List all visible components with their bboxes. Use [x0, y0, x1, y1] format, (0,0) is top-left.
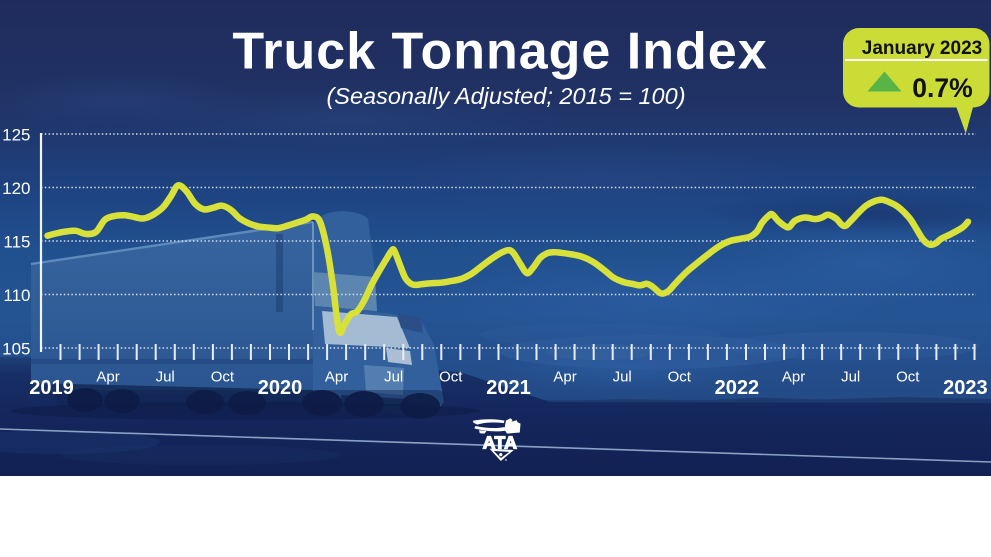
svg-text:105: 105: [2, 340, 30, 359]
svg-text:Oct: Oct: [668, 369, 692, 386]
svg-text:110: 110: [3, 286, 30, 305]
svg-text:Apr: Apr: [96, 369, 119, 386]
svg-text:Apr: Apr: [553, 369, 576, 386]
svg-text:January 2023: January 2023: [862, 38, 982, 59]
svg-text:Truck Tonnage Index: Truck Tonnage Index: [232, 23, 767, 81]
svg-text:Jul: Jul: [384, 369, 403, 386]
svg-text:Jul: Jul: [841, 369, 860, 386]
svg-text:Jul: Jul: [613, 369, 632, 386]
svg-text:2020: 2020: [258, 377, 303, 399]
svg-text:2021: 2021: [486, 377, 531, 399]
svg-text:2022: 2022: [715, 377, 760, 399]
svg-text:Apr: Apr: [325, 369, 348, 386]
svg-text:125: 125: [2, 126, 30, 145]
svg-text:2023: 2023: [943, 377, 988, 399]
svg-text:Jul: Jul: [156, 369, 175, 386]
svg-text:(Seasonally Adjusted; 2015 = 1: (Seasonally Adjusted; 2015 = 100): [326, 83, 685, 109]
svg-text:0.7%: 0.7%: [912, 73, 972, 103]
svg-text:115: 115: [3, 233, 30, 252]
svg-text:Oct: Oct: [896, 369, 920, 386]
svg-text:Oct: Oct: [439, 369, 463, 386]
svg-text:2019: 2019: [29, 377, 74, 399]
svg-text:120: 120: [2, 179, 30, 198]
svg-text:Oct: Oct: [211, 369, 235, 386]
svg-text:Apr: Apr: [782, 369, 805, 386]
svg-text:ATA: ATA: [483, 433, 518, 453]
